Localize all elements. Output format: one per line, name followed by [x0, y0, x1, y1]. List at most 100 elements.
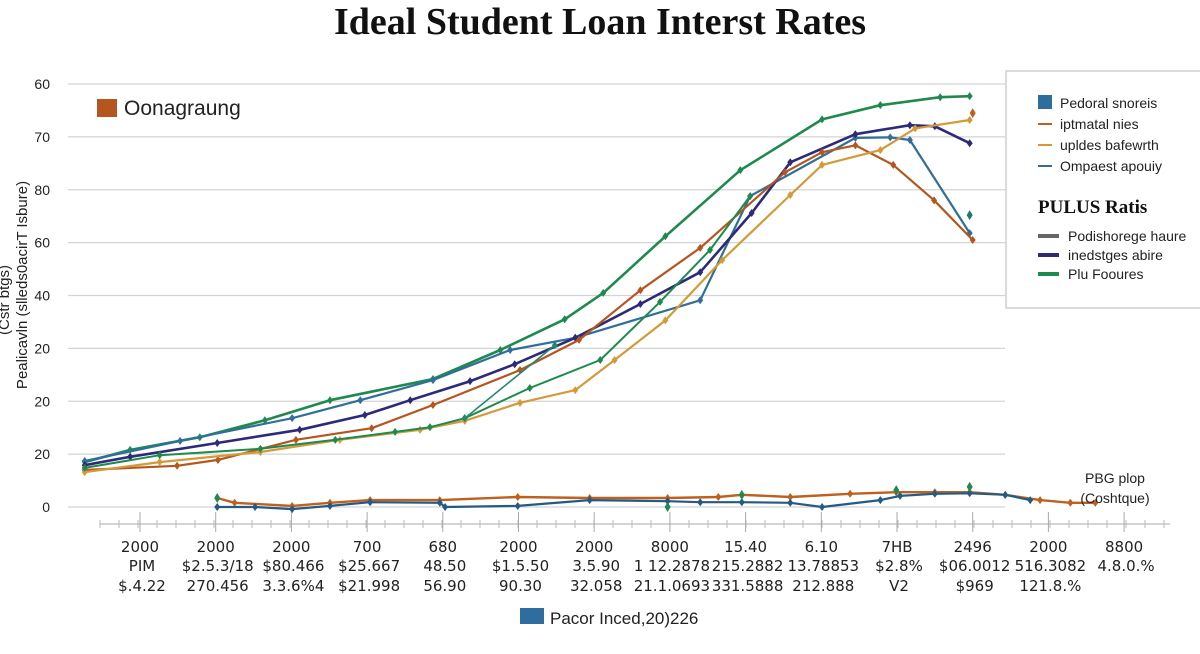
- data-point: [231, 498, 238, 507]
- data-point: [707, 246, 714, 255]
- x-tick-label: 56.90: [423, 577, 466, 595]
- data-point: [906, 136, 913, 145]
- data-point: [296, 425, 303, 434]
- data-point: [507, 345, 514, 354]
- data-point: [719, 256, 726, 265]
- data-point: [890, 160, 897, 169]
- legend-heading: PULUS Ratis: [1038, 197, 1147, 218]
- x-tick-label: $969: [956, 577, 994, 595]
- x-tick-label: 8000: [651, 538, 689, 556]
- data-point: [81, 468, 88, 477]
- data-point: [426, 423, 433, 432]
- data-point: [897, 491, 904, 500]
- inset-legend: Oonagraung: [97, 97, 241, 120]
- x-tick-label: 3.3.6%4: [262, 577, 324, 595]
- data-point: [174, 461, 181, 470]
- data-point: [966, 210, 973, 221]
- data-point: [738, 498, 745, 507]
- data-point: [81, 456, 88, 465]
- data-point: [819, 148, 826, 157]
- data-point: [887, 133, 894, 142]
- legend-label: iptmatal nies: [1060, 116, 1139, 132]
- x-tick-label: 2496: [954, 538, 992, 556]
- data-point: [966, 489, 973, 498]
- data-point: [442, 503, 449, 511]
- data-point: [257, 444, 264, 453]
- data-point: [357, 396, 364, 405]
- data-point: [715, 492, 722, 501]
- data-point: [436, 498, 443, 507]
- x-tick-label: $80.466: [262, 557, 324, 575]
- data-point: [847, 489, 854, 498]
- grid: [68, 83, 1005, 508]
- x-tick-label: 4.8.0.%: [1098, 557, 1155, 575]
- y-tick-label: 70: [34, 129, 50, 145]
- data-point: [966, 92, 973, 101]
- y-tick-label: 20: [34, 340, 50, 356]
- legend-label: Plu Fooures: [1068, 266, 1143, 282]
- data-point: [514, 492, 521, 501]
- data-point: [1092, 498, 1099, 507]
- x-tick-label: 2000: [121, 538, 159, 556]
- x-tick-label: 13.78853: [788, 557, 860, 575]
- data-point: [747, 192, 754, 201]
- data-point: [514, 501, 521, 510]
- x-tick-label: V2: [889, 577, 909, 595]
- data-point: [429, 376, 436, 385]
- data-point: [81, 463, 88, 472]
- data-point: [214, 493, 221, 504]
- data-point: [966, 115, 973, 124]
- data-point: [407, 396, 414, 405]
- inset-legend-swatch: [97, 99, 117, 117]
- data-point: [877, 496, 884, 505]
- series-line-6: [464, 344, 556, 419]
- data-point: [156, 458, 163, 467]
- data-point: [819, 503, 826, 511]
- y-tick-label: 60: [34, 235, 50, 251]
- data-point: [852, 141, 859, 150]
- data-point: [1002, 490, 1009, 499]
- x-tick-label: 270.456: [187, 577, 249, 595]
- data-point: [214, 439, 221, 448]
- data-point: [597, 356, 604, 365]
- data-point: [637, 286, 644, 295]
- x-tick-label: 516.3082: [1015, 557, 1087, 575]
- data-point: [586, 496, 593, 505]
- x-tick-label: 2000: [197, 538, 235, 556]
- data-point: [332, 435, 339, 444]
- x-tick-label: $2.8%: [875, 557, 923, 575]
- data-point: [392, 427, 399, 436]
- data-point: [214, 455, 221, 464]
- data-point: [497, 345, 504, 354]
- data-point: [327, 501, 334, 510]
- data-point: [966, 139, 973, 148]
- y-tick-label: 60: [34, 76, 50, 92]
- data-point: [737, 166, 744, 175]
- y-axis: 0 20 20 20 40 60 80 70 60: [34, 76, 50, 515]
- data-point: [600, 288, 607, 297]
- data-point: [664, 497, 671, 506]
- x-tick-label: 2000: [575, 538, 613, 556]
- data-point: [738, 489, 745, 500]
- x-tick-label: 2000: [1029, 538, 1067, 556]
- data-point: [819, 115, 826, 124]
- series-group: [81, 92, 1099, 514]
- data-point: [748, 209, 755, 218]
- x-tick-label: 331.5888: [712, 577, 784, 595]
- annotation-line2: (Coshtque): [1080, 490, 1149, 506]
- x-tick-label: $25.667: [338, 557, 400, 575]
- data-point: [177, 436, 184, 445]
- x-tick-label: 2000: [272, 538, 310, 556]
- data-point: [576, 335, 583, 344]
- legend-box: [1005, 70, 1200, 309]
- data-point: [292, 435, 299, 444]
- chart-title: Ideal Student Loan Interst Rates: [334, 1, 866, 43]
- x-tick-label: 6.10: [805, 538, 838, 556]
- y-tick-label: 0: [42, 499, 50, 515]
- data-point: [511, 360, 518, 369]
- data-point: [327, 396, 334, 405]
- data-point: [781, 168, 788, 177]
- x-tick-label: $06.0012: [939, 557, 1011, 575]
- x-tick-label: $21.998: [338, 577, 400, 595]
